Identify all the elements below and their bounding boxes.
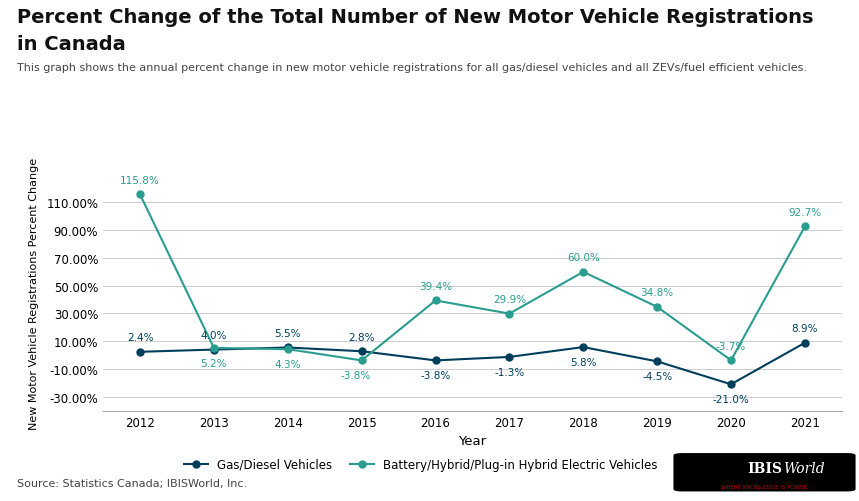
- Text: WHERE KNOWLEDGE IS POWER: WHERE KNOWLEDGE IS POWER: [722, 483, 807, 488]
- Gas/Diesel Vehicles: [578, 344, 588, 350]
- Text: 39.4%: 39.4%: [419, 281, 452, 291]
- Text: -1.3%: -1.3%: [494, 367, 525, 377]
- Text: 2.4%: 2.4%: [127, 332, 153, 342]
- Battery/Hybrid/Plug-in Hybrid Electric Vehicles: [356, 358, 367, 364]
- Line: Gas/Diesel Vehicles: Gas/Diesel Vehicles: [137, 340, 808, 388]
- Text: 4.0%: 4.0%: [201, 330, 227, 340]
- Text: in Canada: in Canada: [17, 35, 126, 54]
- Battery/Hybrid/Plug-in Hybrid Electric Vehicles: [578, 270, 588, 276]
- Battery/Hybrid/Plug-in Hybrid Electric Vehicles: [135, 192, 145, 198]
- Gas/Diesel Vehicles: [504, 354, 515, 360]
- Legend: Gas/Diesel Vehicles, Battery/Hybrid/Plug-in Hybrid Electric Vehicles: Gas/Diesel Vehicles, Battery/Hybrid/Plug…: [180, 453, 662, 475]
- Text: Source: Statistics Canada; IBISWorld, Inc.: Source: Statistics Canada; IBISWorld, In…: [17, 478, 247, 488]
- Line: Battery/Hybrid/Plug-in Hybrid Electric Vehicles: Battery/Hybrid/Plug-in Hybrid Electric V…: [137, 191, 808, 364]
- Gas/Diesel Vehicles: [283, 345, 293, 351]
- Text: 29.9%: 29.9%: [493, 294, 526, 304]
- Gas/Diesel Vehicles: [209, 347, 219, 353]
- Text: 5.8%: 5.8%: [570, 357, 596, 367]
- Text: 2.8%: 2.8%: [349, 332, 375, 342]
- Battery/Hybrid/Plug-in Hybrid Electric Vehicles: [283, 347, 293, 353]
- Y-axis label: New Motor Vehicle Registrations Percent Change: New Motor Vehicle Registrations Percent …: [29, 157, 40, 429]
- Battery/Hybrid/Plug-in Hybrid Electric Vehicles: [726, 358, 736, 364]
- Gas/Diesel Vehicles: [135, 349, 145, 355]
- FancyBboxPatch shape: [673, 453, 856, 491]
- Text: -4.5%: -4.5%: [642, 371, 673, 381]
- Text: -3.8%: -3.8%: [420, 370, 451, 380]
- Text: 34.8%: 34.8%: [641, 288, 673, 298]
- Gas/Diesel Vehicles: [800, 340, 810, 346]
- Text: -3.7%: -3.7%: [716, 341, 746, 351]
- Text: IBIS: IBIS: [747, 461, 782, 475]
- Battery/Hybrid/Plug-in Hybrid Electric Vehicles: [430, 298, 441, 304]
- Battery/Hybrid/Plug-in Hybrid Electric Vehicles: [209, 345, 219, 351]
- Text: 92.7%: 92.7%: [789, 207, 821, 217]
- Battery/Hybrid/Plug-in Hybrid Electric Vehicles: [800, 224, 810, 230]
- Text: -21.0%: -21.0%: [713, 394, 749, 404]
- Text: 60.0%: 60.0%: [567, 253, 600, 263]
- Gas/Diesel Vehicles: [652, 359, 662, 365]
- X-axis label: Year: Year: [459, 434, 486, 447]
- Text: -3.8%: -3.8%: [341, 370, 371, 380]
- Text: 5.5%: 5.5%: [275, 328, 301, 338]
- Text: World: World: [783, 461, 825, 475]
- Battery/Hybrid/Plug-in Hybrid Electric Vehicles: [652, 304, 662, 310]
- Text: 115.8%: 115.8%: [120, 175, 160, 185]
- Gas/Diesel Vehicles: [726, 381, 736, 387]
- Text: Percent Change of the Total Number of New Motor Vehicle Registrations: Percent Change of the Total Number of Ne…: [17, 8, 813, 27]
- Gas/Diesel Vehicles: [356, 349, 367, 355]
- Text: 5.2%: 5.2%: [201, 358, 227, 368]
- Text: 8.9%: 8.9%: [792, 324, 818, 333]
- Text: This graph shows the annual percent change in new motor vehicle registrations fo: This graph shows the annual percent chan…: [17, 63, 807, 73]
- Gas/Diesel Vehicles: [430, 358, 441, 364]
- Text: 4.3%: 4.3%: [275, 359, 301, 369]
- Battery/Hybrid/Plug-in Hybrid Electric Vehicles: [504, 311, 515, 317]
